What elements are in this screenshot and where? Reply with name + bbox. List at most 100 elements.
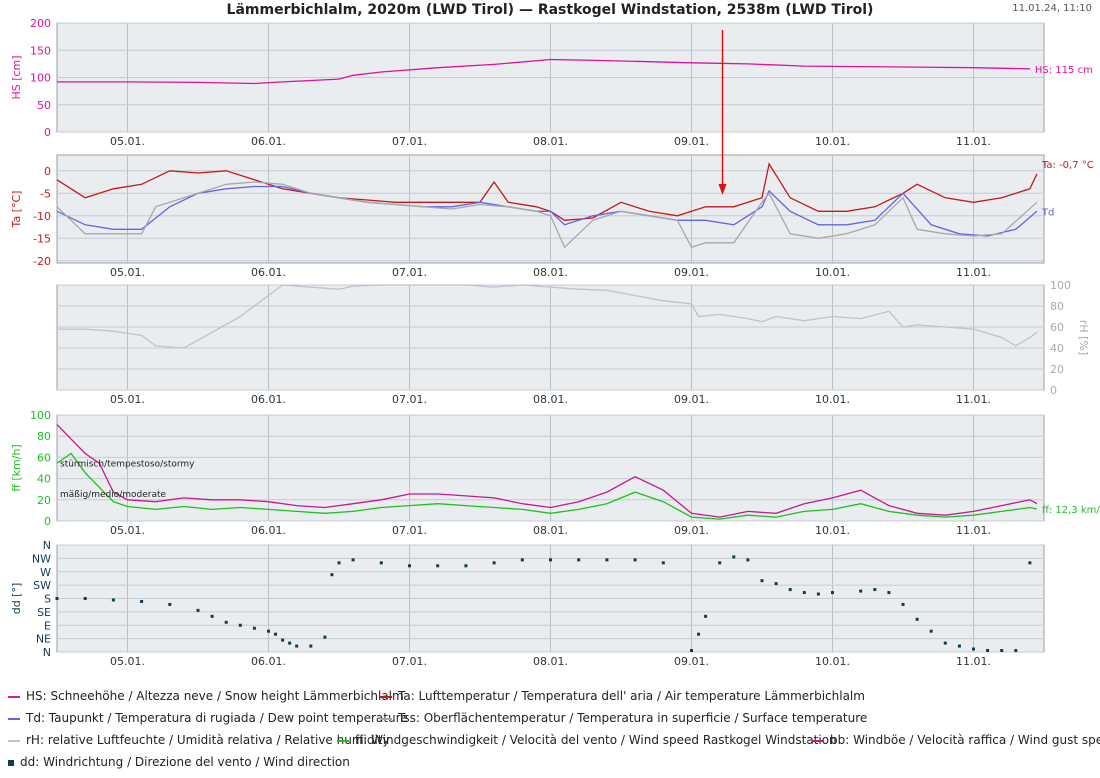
data-point-dd <box>577 558 581 562</box>
x-tick-label: 06.01. <box>251 135 286 148</box>
timestamp: 11.01.24, 11:10 <box>1012 3 1092 14</box>
legend-bb: bb: Windböe / Velocità raffica / Wind gu… <box>812 733 1100 747</box>
y-tick-label: 0 <box>1050 384 1057 397</box>
x-tick-label: 05.01. <box>110 393 145 406</box>
data-point-dd <box>252 626 256 630</box>
y-tick-label: 150 <box>30 44 51 57</box>
data-point-dd <box>697 632 701 636</box>
y-tick-label: S <box>44 593 51 606</box>
panel-temperature: 05.01. 06.01. 07.01. 08.01. 09.01. 10.01. 11.0… <box>10 154 1094 279</box>
data-point-dd <box>408 564 411 568</box>
y-tick-label: 50 <box>37 99 51 112</box>
y-tick-label: 40 <box>1050 342 1064 355</box>
data-point-dd <box>111 598 115 602</box>
x-tick-label: 09.01. <box>674 393 709 406</box>
x-tick-label: 07.01. <box>392 655 427 668</box>
x-tick-label: 08.01. <box>533 393 568 406</box>
x-tick-label: 10.01. <box>815 266 850 279</box>
y-tick-label: SE <box>37 606 51 619</box>
y-tick-label: 100 <box>1050 279 1071 292</box>
x-tick-label: 10.01. <box>815 135 850 148</box>
y-tick-label: 0 <box>44 126 51 139</box>
series-line-bb <box>56 424 1038 518</box>
data-point-dd <box>901 602 905 606</box>
x-tick-label: 06.01. <box>251 524 286 537</box>
x-tick-label: 08.01. <box>533 266 568 279</box>
data-point-dd <box>605 558 609 562</box>
data-point-dd <box>330 573 334 577</box>
series-line-ff <box>56 452 1038 520</box>
x-tick-label: 09.01. <box>674 524 709 537</box>
x-tick-label: 11.01. <box>956 393 991 406</box>
x-tick-label: 11.01. <box>956 655 991 668</box>
legend-bb-label: bb: Windböe / Velocità raffica / Wind gu… <box>830 733 1100 747</box>
data-point-dd <box>288 641 292 645</box>
data-point-dd <box>281 638 285 642</box>
series-label-Td: Td <box>1041 207 1054 218</box>
y-tick-label: N <box>43 539 51 552</box>
x-tick-label: 06.01. <box>251 655 286 668</box>
series-line-Tss <box>56 181 1038 249</box>
x-tick-label: 10.01. <box>815 524 850 537</box>
legend-dd: dd: Windrichtung / Direzione del vento /… <box>8 755 350 769</box>
y-tick-label: E <box>44 619 51 632</box>
y-tick-label: 20 <box>37 494 51 507</box>
y-tick-label: 80 <box>37 430 51 443</box>
y-tick-label: 200 <box>30 17 51 30</box>
x-tick-label: 07.01. <box>392 135 427 148</box>
y-tick-label: -20 <box>33 255 51 268</box>
data-point-dd <box>788 588 792 592</box>
series-label-Ta: Ta: -0,7 °C <box>1041 160 1094 171</box>
x-tick-label: 08.01. <box>533 524 568 537</box>
data-point-dd <box>267 629 270 633</box>
data-point-dd <box>196 608 200 612</box>
legend-td: Td: Taupunkt / Temperatura di rugiada / … <box>8 711 408 725</box>
legend-ta: Ta: Lufttemperatur / Temperatura dell' a… <box>380 689 865 703</box>
data-point-dd <box>943 641 947 645</box>
y-tick-label: -10 <box>33 210 51 223</box>
data-point-dd <box>661 561 665 565</box>
x-tick-label: 09.01. <box>674 135 709 148</box>
data-point-dd <box>210 614 214 618</box>
series-line-Td <box>56 185 1038 237</box>
data-point-dd <box>986 649 990 653</box>
y-tick-label: 20 <box>1050 363 1064 376</box>
annotation-moderate: mäßig/medio/moderate <box>60 490 167 500</box>
legend-ff: ff: Windgeschwindigkeit / Velocità del v… <box>337 733 837 747</box>
data-point-dd <box>1014 649 1018 653</box>
legend-dd-swatch <box>8 759 14 766</box>
data-point-dd <box>915 617 919 621</box>
x-tick-label: 07.01. <box>392 393 427 406</box>
data-point-dd <box>436 564 440 568</box>
x-tick-label: 07.01. <box>392 266 427 279</box>
data-point-dd <box>690 649 693 653</box>
legend-td-swatch <box>8 717 20 720</box>
data-point-dd <box>337 561 341 565</box>
legend-rh-label: rH: relative Luftfeuchte / Umidità relat… <box>26 733 390 747</box>
legend-bb-swatch <box>812 739 824 742</box>
legend-tss-swatch <box>380 717 392 720</box>
y-tick-label: NW <box>32 552 51 565</box>
series-line-HS <box>57 58 1030 85</box>
x-tick-label: 10.01. <box>815 393 850 406</box>
legend-rh: rH: relative Luftfeuchte / Umidità relat… <box>8 733 390 747</box>
y-axis-label: ff [km/h] <box>10 444 23 491</box>
x-tick-label: 11.01. <box>956 266 991 279</box>
data-point-dd <box>831 591 834 595</box>
y-axis-label: Ta [°C] <box>10 191 23 229</box>
x-tick-label: 11.01. <box>956 524 991 537</box>
data-point-dd <box>238 623 242 627</box>
data-point-dd <box>802 591 806 595</box>
legend-hs-swatch <box>8 695 20 698</box>
data-point-dd <box>859 589 863 593</box>
data-point-dd <box>718 561 722 565</box>
x-tick-label: 06.01. <box>251 266 286 279</box>
panel-snow: 05.01. 06.01. 07.01. 08.01. 09.01. 10.01. 11.0… <box>10 17 1093 148</box>
y-tick-label: 60 <box>37 451 51 464</box>
data-point-dd <box>323 635 327 639</box>
y-tick-label: W <box>40 566 51 579</box>
data-point-dd <box>873 588 877 592</box>
panel-direction: 05.01. 06.01. 07.01. 08.01. 09.01. 10.01. 11.0… <box>10 539 1045 668</box>
y-tick-label: 100 <box>30 409 51 422</box>
data-point-dd <box>520 558 524 562</box>
